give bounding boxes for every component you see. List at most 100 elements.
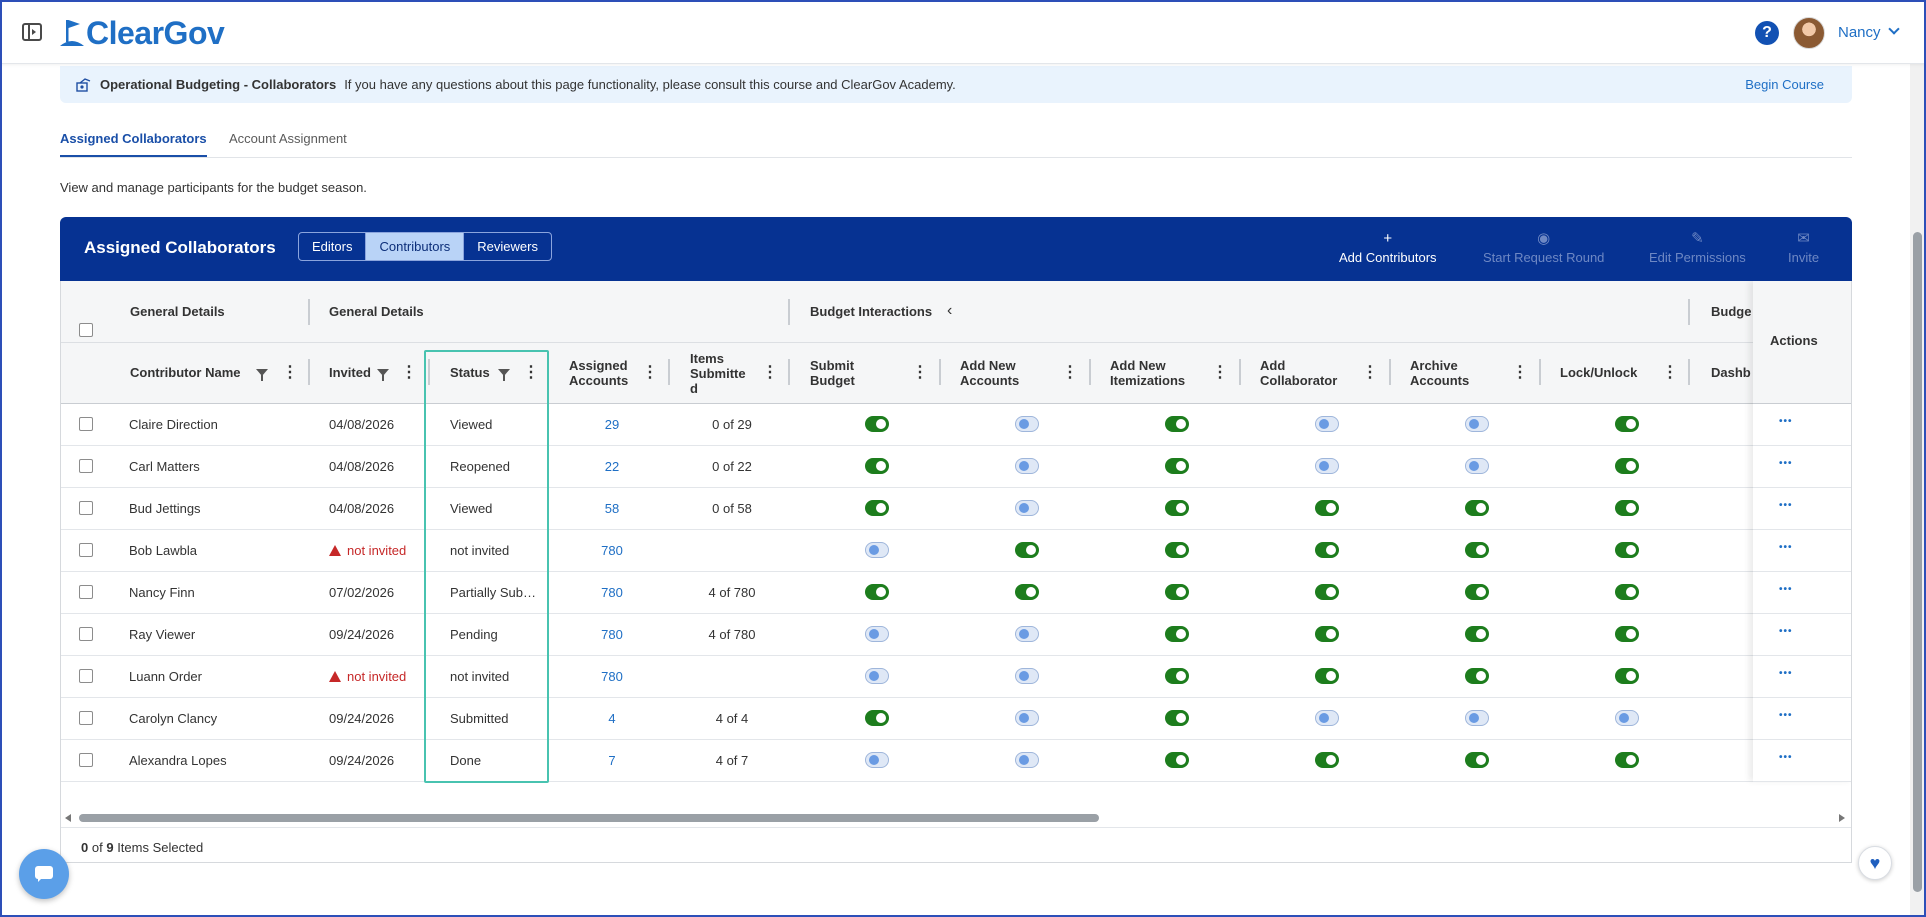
archive-accounts-toggle[interactable] [1465, 416, 1489, 432]
row-actions-menu-icon[interactable]: ••• [1779, 584, 1793, 595]
column-menu-icon[interactable] [1062, 362, 1078, 382]
row-actions-menu-icon[interactable]: ••• [1779, 416, 1793, 427]
submit-budget-toggle[interactable] [865, 458, 889, 474]
column-menu-icon[interactable] [1512, 362, 1528, 382]
column-menu-icon[interactable] [912, 362, 928, 382]
table-row[interactable]: Luann Order not invited not invited 780 [61, 656, 1851, 698]
tab-account-assignment[interactable]: Account Assignment [229, 131, 347, 146]
lock-unlock-toggle[interactable] [1615, 668, 1639, 684]
archive-accounts-toggle[interactable] [1465, 752, 1489, 768]
begin-course-link[interactable]: Begin Course [1745, 77, 1824, 92]
submit-budget-toggle[interactable] [865, 710, 889, 726]
add-new-itemizations-toggle[interactable] [1165, 584, 1189, 600]
add-new-accounts-toggle[interactable] [1015, 542, 1039, 558]
row-checkbox[interactable] [79, 669, 93, 683]
column-header-dashboard-truncated[interactable]: Dashb [1711, 365, 1751, 380]
table-row[interactable]: Nancy Finn 07/02/2026 Partially Sub… 780 4 o… [61, 572, 1851, 614]
row-checkbox[interactable] [79, 459, 93, 473]
column-header-status[interactable]: Status [450, 365, 490, 380]
submit-budget-toggle[interactable] [865, 542, 889, 558]
add-new-itemizations-toggle[interactable] [1165, 458, 1189, 474]
filter-icon[interactable] [377, 369, 389, 381]
add-new-itemizations-toggle[interactable] [1165, 626, 1189, 642]
column-menu-icon[interactable] [282, 362, 298, 382]
row-checkbox[interactable] [79, 753, 93, 767]
column-menu-icon[interactable] [1362, 362, 1378, 382]
add-collaborator-toggle[interactable] [1315, 584, 1339, 600]
select-all-checkbox[interactable] [79, 323, 93, 337]
chevron-down-icon[interactable] [1888, 23, 1900, 35]
submit-budget-toggle[interactable] [865, 626, 889, 642]
scroll-right-arrow-icon[interactable] [1839, 814, 1845, 822]
sidebar-toggle-icon[interactable] [22, 23, 42, 41]
row-checkbox[interactable] [79, 417, 93, 431]
column-menu-icon[interactable] [1212, 362, 1228, 382]
column-menu-icon[interactable] [401, 362, 417, 382]
row-actions-menu-icon[interactable]: ••• [1779, 668, 1793, 679]
table-row[interactable]: Carl Matters 04/08/2026 Reopened 22 0 of 22 [61, 446, 1851, 488]
column-header-archive-accounts[interactable]: Archive Accounts [1410, 358, 1469, 388]
add-new-itemizations-toggle[interactable] [1165, 752, 1189, 768]
avatar[interactable] [1793, 17, 1825, 49]
row-checkbox[interactable] [79, 627, 93, 641]
table-row[interactable]: Bob Lawbla not invited not invited 780 [61, 530, 1851, 572]
row-actions-menu-icon[interactable]: ••• [1779, 542, 1793, 553]
row-checkbox[interactable] [79, 711, 93, 725]
user-name[interactable]: Nancy [1838, 24, 1881, 41]
vertical-scrollbar-thumb[interactable] [1913, 232, 1922, 892]
table-row[interactable]: Alexandra Lopes 09/24/2026 Done 7 4 of 7 [61, 740, 1851, 782]
column-header-add-new-accounts[interactable]: Add New Accounts [960, 358, 1019, 388]
submit-budget-toggle[interactable] [865, 668, 889, 684]
scroll-left-arrow-icon[interactable] [65, 814, 71, 822]
filter-icon[interactable] [498, 369, 510, 381]
segment-contributors[interactable]: Contributors [366, 233, 465, 260]
row-actions-menu-icon[interactable]: ••• [1779, 500, 1793, 511]
segment-reviewers[interactable]: Reviewers [477, 239, 538, 254]
column-header-add-collaborator[interactable]: Add Collaborator [1260, 358, 1337, 388]
column-menu-icon[interactable] [642, 362, 658, 382]
archive-accounts-toggle[interactable] [1465, 626, 1489, 642]
add-new-accounts-toggle[interactable] [1015, 500, 1039, 516]
add-new-accounts-toggle[interactable] [1015, 626, 1039, 642]
lock-unlock-toggle[interactable] [1615, 542, 1639, 558]
add-new-accounts-toggle[interactable] [1015, 710, 1039, 726]
column-header-contributor-name[interactable]: Contributor Name [130, 365, 241, 380]
tab-assigned-collaborators[interactable]: Assigned Collaborators [60, 131, 207, 157]
add-collaborator-toggle[interactable] [1315, 416, 1339, 432]
submit-budget-toggle[interactable] [865, 500, 889, 516]
column-menu-icon[interactable] [1662, 362, 1678, 382]
column-menu-icon[interactable] [762, 362, 778, 382]
add-new-itemizations-toggle[interactable] [1165, 542, 1189, 558]
heart-icon[interactable]: ♥ [1858, 846, 1892, 880]
row-actions-menu-icon[interactable]: ••• [1779, 626, 1793, 637]
add-collaborator-toggle[interactable] [1315, 752, 1339, 768]
add-new-itemizations-toggle[interactable] [1165, 416, 1189, 432]
invite-button[interactable]: ✉ Invite [1788, 231, 1819, 266]
add-new-itemizations-toggle[interactable] [1165, 500, 1189, 516]
add-collaborator-toggle[interactable] [1315, 668, 1339, 684]
horizontal-scrollbar[interactable] [61, 811, 1851, 825]
column-header-items-submitted[interactable]: Items Submitte d [690, 351, 746, 396]
add-collaborator-toggle[interactable] [1315, 626, 1339, 642]
submit-budget-toggle[interactable] [865, 752, 889, 768]
column-header-invited[interactable]: Invited [329, 365, 371, 380]
submit-budget-toggle[interactable] [865, 584, 889, 600]
column-header-submit-budget[interactable]: Submit Budget [810, 358, 855, 388]
archive-accounts-toggle[interactable] [1465, 710, 1489, 726]
add-new-itemizations-toggle[interactable] [1165, 668, 1189, 684]
add-collaborator-toggle[interactable] [1315, 710, 1339, 726]
submit-budget-toggle[interactable] [865, 416, 889, 432]
horizontal-scrollbar-thumb[interactable] [79, 814, 1099, 822]
archive-accounts-toggle[interactable] [1465, 584, 1489, 600]
edit-permissions-button[interactable]: ✎ Edit Permissions [1649, 231, 1746, 266]
add-collaborator-toggle[interactable] [1315, 458, 1339, 474]
row-checkbox[interactable] [79, 585, 93, 599]
lock-unlock-toggle[interactable] [1615, 500, 1639, 516]
add-new-accounts-toggle[interactable] [1015, 752, 1039, 768]
archive-accounts-toggle[interactable] [1465, 668, 1489, 684]
start-request-round-button[interactable]: ◉ Start Request Round [1483, 231, 1604, 266]
row-actions-menu-icon[interactable]: ••• [1779, 752, 1793, 763]
table-row[interactable]: Ray Viewer 09/24/2026 Pending 780 4 of 780 [61, 614, 1851, 656]
chevron-left-icon[interactable]: ‹ [947, 302, 953, 319]
column-menu-icon[interactable] [523, 362, 539, 382]
